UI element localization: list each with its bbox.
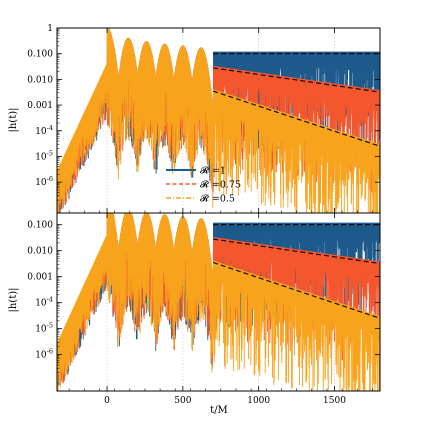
- bottom-series: [57, 213, 380, 391]
- y-tick-label: 1: [47, 24, 53, 34]
- x-tick-label: 500: [174, 396, 191, 406]
- x-tick-label: 0: [104, 396, 110, 406]
- bottom-reference-lines: [213, 224, 380, 319]
- series-r05: [57, 213, 380, 391]
- reference-line: [213, 90, 380, 147]
- legend: 𝓡 =1 𝓡 =0.75 𝓡 =0.5: [166, 165, 241, 205]
- reference-line: [213, 262, 380, 319]
- y-tick-label: 10-6: [35, 348, 53, 361]
- y-tick-label: 0.010: [27, 247, 53, 257]
- legend-label-r05: 𝓡 =0.5: [200, 193, 235, 205]
- y-tick-label: 0.010: [27, 75, 53, 85]
- top-y-axis-label: |h(t)|: [8, 108, 19, 133]
- top-ticks: 1 0.100 0.010 0.001 10-4 10-5 10-6: [27, 24, 380, 213]
- bottom-ticks: 0 500 1000 1500 0.100 0.010 0.001 10-4 10-5 10-6: [27, 213, 380, 406]
- y-tick-label: 10-5: [35, 322, 53, 335]
- y-tick-label: 0.001: [27, 101, 53, 111]
- y-tick-label: 0.100: [27, 221, 53, 231]
- top-grid: [106, 28, 335, 213]
- y-tick-label: 0.001: [27, 273, 53, 283]
- y-tick-label: 10-6: [35, 175, 53, 188]
- x-axis-label: t/M: [210, 405, 228, 416]
- bottom-plot-frame: [56, 212, 381, 392]
- y-tick-label: 0.100: [27, 50, 53, 60]
- legend-label-r1: 𝓡 =1: [200, 165, 226, 177]
- top-reference-lines: [213, 53, 380, 147]
- reference-line: [213, 238, 380, 265]
- bottom-y-axis-label: |h(t)|: [8, 288, 19, 313]
- x-tick-label: 1500: [323, 396, 346, 406]
- top-panel: 1 0.100 0.010 0.001 10-4 10-5 10-6 |h(t)| 𝓡 =1…: [8, 24, 381, 214]
- y-tick-label: 10-4: [35, 296, 53, 309]
- y-tick-label: 10-5: [35, 149, 53, 162]
- series-r05: [57, 28, 380, 213]
- legend-label-r075: 𝓡 =0.75: [200, 179, 241, 191]
- top-series: [57, 28, 380, 213]
- y-tick-label: 10-4: [35, 124, 53, 137]
- x-tick-label: 1000: [247, 396, 270, 406]
- bottom-panel: 0 500 1000 15000.1000.0100.00110-410-510-6 …: [8, 212, 381, 416]
- reference-line: [213, 67, 380, 93]
